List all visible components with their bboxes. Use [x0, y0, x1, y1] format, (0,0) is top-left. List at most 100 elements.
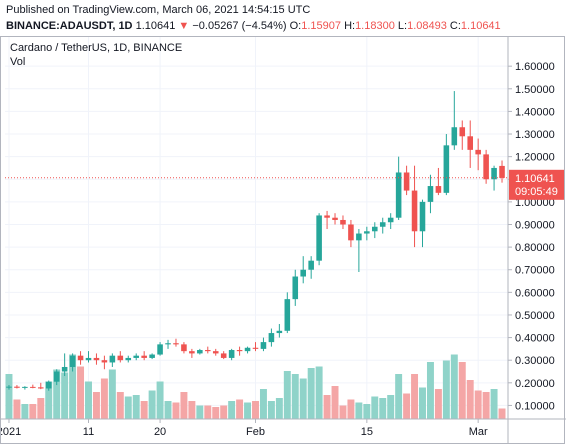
- x-tick-label: 11: [83, 426, 94, 438]
- volume-bar: [482, 392, 490, 419]
- candle-body: [141, 355, 147, 358]
- y-tick-label: 1.40000: [515, 106, 555, 118]
- volume-bar: [291, 374, 299, 419]
- candle-body: [308, 260, 314, 270]
- candle-body: [276, 330, 283, 334]
- volume-bar: [267, 401, 275, 419]
- volume-bar: [204, 405, 212, 419]
- candle-body: [260, 342, 267, 349]
- price-chart[interactable]: 1.600001.500001.400001.300001.200001.100…: [0, 36, 566, 444]
- candle-body: [443, 145, 450, 193]
- candle-body: [101, 360, 108, 363]
- volume-bar: [259, 389, 267, 419]
- volume-legend: Vol: [10, 56, 26, 68]
- candle-body: [77, 355, 84, 361]
- candle-body: [61, 366, 68, 372]
- volume-bar: [474, 390, 482, 419]
- volume-bar: [411, 374, 419, 419]
- open-label: O:: [289, 20, 302, 32]
- volume-bar: [252, 401, 259, 419]
- volume-bar: [164, 401, 172, 419]
- volume-bar: [458, 362, 466, 419]
- candle-body: [149, 354, 155, 358]
- y-tick-label: 1.00000: [515, 197, 555, 209]
- candle-body: [340, 219, 346, 225]
- volume-bar: [466, 380, 474, 419]
- candle-body: [427, 186, 434, 202]
- candle-body: [228, 350, 235, 358]
- candle-body: [165, 343, 171, 345]
- volume-bar: [363, 404, 371, 419]
- candle-body: [173, 343, 179, 345]
- price-label-value: 1.10641: [515, 173, 555, 185]
- candle-body: [475, 149, 481, 155]
- volume-bar: [21, 404, 29, 419]
- candle-body: [53, 371, 60, 382]
- volume-bar: [124, 396, 132, 419]
- volume-bar: [236, 399, 244, 419]
- volume-bar: [132, 395, 140, 419]
- candle-body: [244, 347, 251, 352]
- candle-body: [109, 355, 116, 363]
- high-label: H:: [344, 20, 356, 32]
- candle-body: [45, 381, 52, 389]
- volume-bar: [299, 378, 307, 419]
- change-down-icon: ▼: [178, 20, 190, 32]
- volume-bar: [244, 402, 252, 419]
- candle-body: [212, 351, 219, 354]
- candle-body: [117, 355, 124, 361]
- candle-body: [467, 136, 473, 150]
- x-tick-label: 2021: [0, 426, 21, 438]
- y-tick-label: 0.10000: [515, 400, 555, 412]
- y-tick-label: 0.30000: [515, 355, 555, 367]
- candle-body: [419, 201, 426, 232]
- candle-body: [14, 386, 20, 388]
- candle-body: [189, 351, 195, 354]
- y-tick-label: 0.20000: [515, 378, 555, 390]
- volume-bar: [61, 372, 69, 419]
- candle-body: [451, 127, 458, 146]
- last-price: 1.10641: [135, 20, 176, 32]
- candle-body: [205, 350, 211, 352]
- close-label: C:: [449, 20, 461, 32]
- volume-bar: [307, 368, 315, 419]
- chart-frame: [0, 36, 565, 444]
- candle-body: [252, 347, 259, 349]
- volume-bar: [283, 371, 291, 419]
- y-tick-label: 1.50000: [515, 84, 555, 96]
- candle-body: [181, 344, 187, 352]
- volume-bar: [116, 392, 124, 419]
- x-tick-label: Feb: [246, 426, 265, 438]
- volume-bar: [339, 405, 347, 419]
- candle-body: [284, 299, 291, 331]
- x-tick-label: Mar: [469, 426, 488, 438]
- candle-body: [356, 233, 362, 241]
- candle-body: [459, 127, 466, 137]
- volume-bar: [77, 366, 85, 419]
- candle-body: [372, 226, 378, 232]
- y-tick-label: 1.60000: [515, 61, 555, 73]
- candle-body: [197, 350, 203, 354]
- published-line: Published on TradingView.com, March 06, …: [6, 4, 311, 16]
- volume-bar: [275, 398, 283, 419]
- volume-bar: [490, 389, 498, 419]
- candle-body: [133, 355, 139, 358]
- series-legend: Cardano / TetherUS, 1D, BINANCE: [10, 42, 183, 54]
- candle-body: [499, 165, 505, 178]
- candle-body: [69, 355, 76, 367]
- high-value: 1.18300: [355, 20, 395, 32]
- candle-body: [387, 217, 394, 223]
- volume-bar: [395, 374, 403, 419]
- candle-body: [236, 350, 243, 352]
- x-tick-label: 15: [361, 426, 373, 438]
- volume-bar: [403, 393, 411, 419]
- candle-body: [348, 224, 354, 241]
- volume-bar: [180, 392, 188, 419]
- volume-bar: [434, 389, 442, 419]
- candle-body: [292, 276, 299, 300]
- volume-bar: [220, 405, 228, 419]
- candle-body: [483, 154, 489, 180]
- candle-body: [379, 222, 386, 227]
- x-tick-label: 20: [154, 426, 166, 438]
- candle-body: [268, 333, 275, 343]
